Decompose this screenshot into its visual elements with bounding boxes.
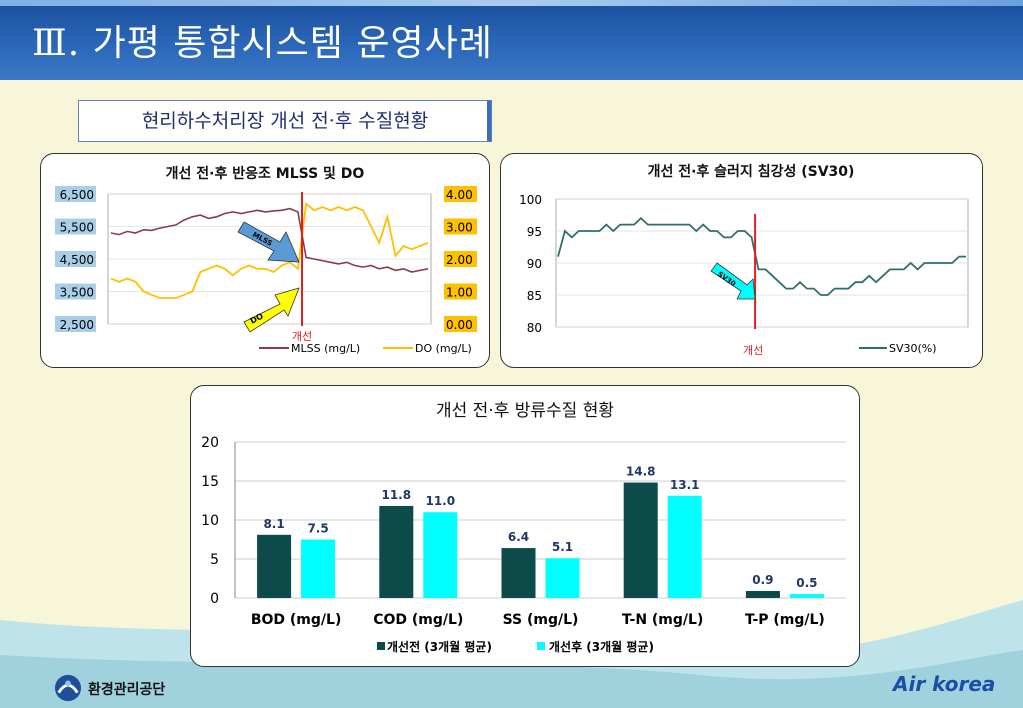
bar-data-label: 8.1 xyxy=(263,517,284,531)
y-tick-label: 0 xyxy=(210,591,219,607)
bar-data-label: 0.5 xyxy=(796,576,817,590)
mlss-arrow-icon xyxy=(237,221,300,263)
effluent-quality-chart-panel: 개선 전·후 방류수질 현황 20 15 10 5 0 8.1 7.5 BOD (mg/L) 11… xyxy=(190,385,860,667)
right-tick-bg xyxy=(444,251,477,267)
y-tick-label: 85 xyxy=(527,289,542,303)
bar-data-label: 5.1 xyxy=(552,540,573,554)
before-bar xyxy=(501,548,536,598)
do-series-line xyxy=(110,202,429,299)
category-label: T-N (mg/L) xyxy=(622,612,703,628)
sv30-chart-panel: 개선 전·후 슬러지 침강성 (SV30) 100 95 90 85 80 개선 SV30 SV… xyxy=(500,153,983,368)
bar-data-label: 6.4 xyxy=(508,530,529,544)
bar-data-label: 0.9 xyxy=(752,573,773,587)
improvement-marker-label: 개선 xyxy=(743,344,763,357)
before-bar xyxy=(257,534,292,598)
chart-title: 개선 전·후 슬러지 침강성 (SV30) xyxy=(648,163,855,180)
category-label: SS (mg/L) xyxy=(503,612,579,628)
legend-after-label: 개선후 (3개월 평균) xyxy=(549,639,654,654)
legend-mlss-label: MLSS (mg/L) xyxy=(291,342,360,355)
right-tick-label: 1.00 xyxy=(446,286,473,300)
airkorea-logo-text: Air korea xyxy=(893,672,996,696)
bar-data-label: 7.5 xyxy=(307,522,328,536)
after-bar xyxy=(301,539,336,598)
legend-before-swatch xyxy=(377,642,385,650)
y-tick-label: 10 xyxy=(201,513,219,529)
chart-title: 개선 전·후 반응조 MLSS 및 DO xyxy=(166,165,365,182)
bar-data-label: 13.1 xyxy=(670,478,700,492)
bar-data-label: 14.8 xyxy=(626,465,656,479)
category-label: BOD (mg/L) xyxy=(251,612,342,628)
right-tick-label: 2.00 xyxy=(446,253,473,267)
y-tick-label: 15 xyxy=(201,474,219,490)
right-tick-bg xyxy=(444,283,477,300)
legend-before-label: 개선전 (3개월 평균) xyxy=(387,639,492,654)
legend-do-label: DO (mg/L) xyxy=(415,342,472,355)
mlss-do-chart: 개선 전·후 반응조 MLSS 및 DO 6,500 5,500 4,500 3,500… xyxy=(55,165,477,355)
after-bar xyxy=(667,495,702,598)
org-logo-icon xyxy=(54,674,82,702)
improvement-marker-label: 개선 xyxy=(292,330,312,343)
left-tick-label: 2,500 xyxy=(60,318,94,332)
left-tick-bg xyxy=(55,316,96,332)
y-tick-label: 95 xyxy=(527,225,542,239)
title-bar-stripe xyxy=(0,0,1023,6)
chart-title: 개선 전·후 방류수질 현황 xyxy=(436,401,614,421)
legend-after-swatch xyxy=(537,642,545,650)
bar-data-label: 11.8 xyxy=(381,488,411,502)
y-tick-label: 90 xyxy=(527,257,542,271)
right-tick-bg xyxy=(444,186,477,202)
left-tick-label: 6,500 xyxy=(60,188,94,202)
y-tick-label: 20 xyxy=(201,435,219,451)
left-tick-bg xyxy=(55,218,96,235)
left-tick-label: 5,500 xyxy=(60,221,94,235)
category-label: COD (mg/L) xyxy=(373,612,463,628)
section-label: 현리하수처리장 개선 전·후 수질현황 xyxy=(78,100,492,142)
right-tick-label: 3.00 xyxy=(446,221,473,235)
before-bar xyxy=(623,482,658,598)
org-name: 환경관리공단 xyxy=(88,682,166,698)
right-tick-bg xyxy=(444,218,477,235)
after-bar xyxy=(423,512,458,598)
left-tick-label: 4,500 xyxy=(60,253,94,267)
legend-sv30-label: SV30(%) xyxy=(889,342,937,355)
right-tick-label: 4.00 xyxy=(446,188,473,202)
category-label: T-P (mg/L) xyxy=(745,612,825,628)
right-tick-bg xyxy=(444,316,477,332)
sv30-series-line xyxy=(557,216,966,296)
y-tick-label: 100 xyxy=(519,193,542,207)
left-tick-bg xyxy=(55,186,96,202)
before-bar xyxy=(379,505,414,598)
right-tick-label: 0.00 xyxy=(446,318,473,332)
page-title: Ⅲ. 가평 통합시스템 운영사례 xyxy=(32,23,493,64)
effluent-quality-chart: 개선 전·후 방류수질 현황 20 15 10 5 0 8.1 7.5 BOD (mg/L) 11… xyxy=(201,401,846,654)
airkorea-logo: Air korea xyxy=(893,672,995,696)
sv30-arrow-icon xyxy=(710,262,756,300)
title-bar: Ⅲ. 가평 통합시스템 운영사례 xyxy=(0,0,1023,80)
bar-data-label: 11.0 xyxy=(425,494,455,508)
after-bar xyxy=(545,558,580,598)
left-tick-bg xyxy=(55,251,96,267)
mlss-do-chart-panel: 개선 전·후 반응조 MLSS 및 DO 6,500 5,500 4,500 3,500… xyxy=(40,153,490,368)
left-tick-bg xyxy=(55,283,96,300)
y-tick-label: 80 xyxy=(527,321,542,335)
after-bar xyxy=(789,594,824,598)
left-tick-label: 3,500 xyxy=(60,286,94,300)
y-tick-label: 5 xyxy=(210,552,219,568)
before-bar xyxy=(745,590,780,598)
mlss-series-line xyxy=(110,207,429,273)
do-arrow-icon xyxy=(243,287,300,333)
sv30-chart: 개선 전·후 슬러지 침강성 (SV30)10095908580개선SV30SV… xyxy=(519,163,969,357)
